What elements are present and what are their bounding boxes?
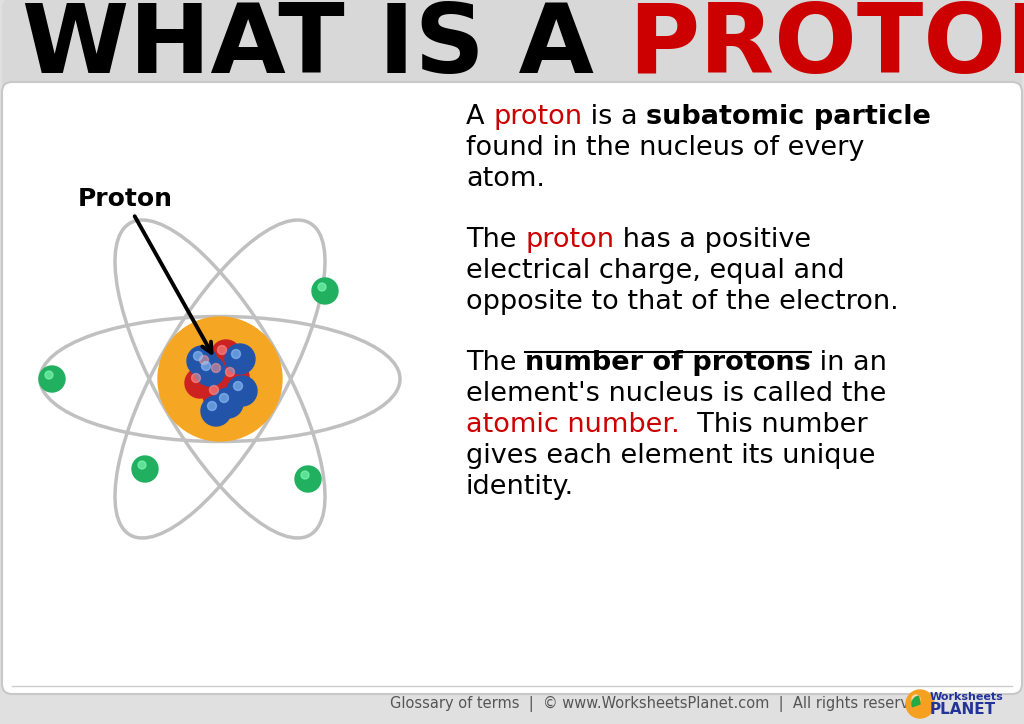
Circle shape [205,358,234,388]
Text: The: The [466,227,525,253]
Circle shape [225,344,255,374]
Circle shape [210,385,218,395]
Text: This number: This number [680,412,867,438]
Circle shape [295,466,321,492]
Circle shape [187,346,217,376]
Circle shape [212,363,220,373]
Circle shape [158,317,282,441]
Text: WHAT IS A: WHAT IS A [22,1,628,93]
Text: element's nucleus is called the: element's nucleus is called the [466,381,887,407]
Text: atom.: atom. [466,166,545,192]
Circle shape [301,471,309,479]
Circle shape [138,461,146,469]
Circle shape [39,366,65,392]
Text: proton: proton [525,227,614,253]
Circle shape [219,362,249,392]
Text: atomic number.: atomic number. [466,412,680,438]
Circle shape [185,368,215,398]
Circle shape [203,380,233,410]
Text: identity.: identity. [466,474,574,500]
Text: gives each element its unique: gives each element its unique [466,443,876,469]
Text: opposite to that of the electron.: opposite to that of the electron. [466,289,899,315]
Text: electrical charge, equal and: electrical charge, equal and [466,258,845,284]
Circle shape [45,371,53,379]
FancyBboxPatch shape [2,0,1022,96]
Circle shape [219,394,228,403]
Text: A: A [466,104,494,130]
Text: proton: proton [494,104,582,130]
Circle shape [906,690,934,718]
Circle shape [193,350,223,380]
Circle shape [208,402,216,411]
Text: found in the nucleus of every: found in the nucleus of every [466,135,864,161]
Circle shape [200,355,209,364]
Circle shape [912,695,920,703]
Text: has a positive: has a positive [614,227,811,253]
Circle shape [201,396,231,426]
Circle shape [213,388,243,418]
Circle shape [211,340,241,370]
Text: Glossary of terms  |  © www.WorksheetsPlanet.com  |  All rights reserved: Glossary of terms | © www.WorksheetsPlan… [390,696,928,712]
Circle shape [225,368,234,376]
Circle shape [132,456,158,482]
FancyBboxPatch shape [2,82,1022,694]
Circle shape [227,376,257,406]
Text: The: The [466,350,525,376]
Circle shape [231,350,241,358]
Circle shape [217,345,226,355]
Text: number of protons: number of protons [525,350,811,376]
Text: Proton: Proton [78,187,212,353]
Text: subatomic particle: subatomic particle [646,104,931,130]
Text: PLANET: PLANET [930,702,996,717]
Circle shape [194,351,203,361]
Text: in an: in an [811,350,887,376]
Circle shape [233,382,243,390]
Circle shape [312,278,338,304]
Wedge shape [912,696,920,707]
Text: PROTON?: PROTON? [628,1,1024,93]
Text: is a: is a [582,104,646,130]
Text: Worksheets: Worksheets [930,692,1004,702]
Circle shape [318,283,326,291]
Circle shape [202,361,211,371]
Circle shape [191,374,201,382]
Circle shape [195,356,225,386]
